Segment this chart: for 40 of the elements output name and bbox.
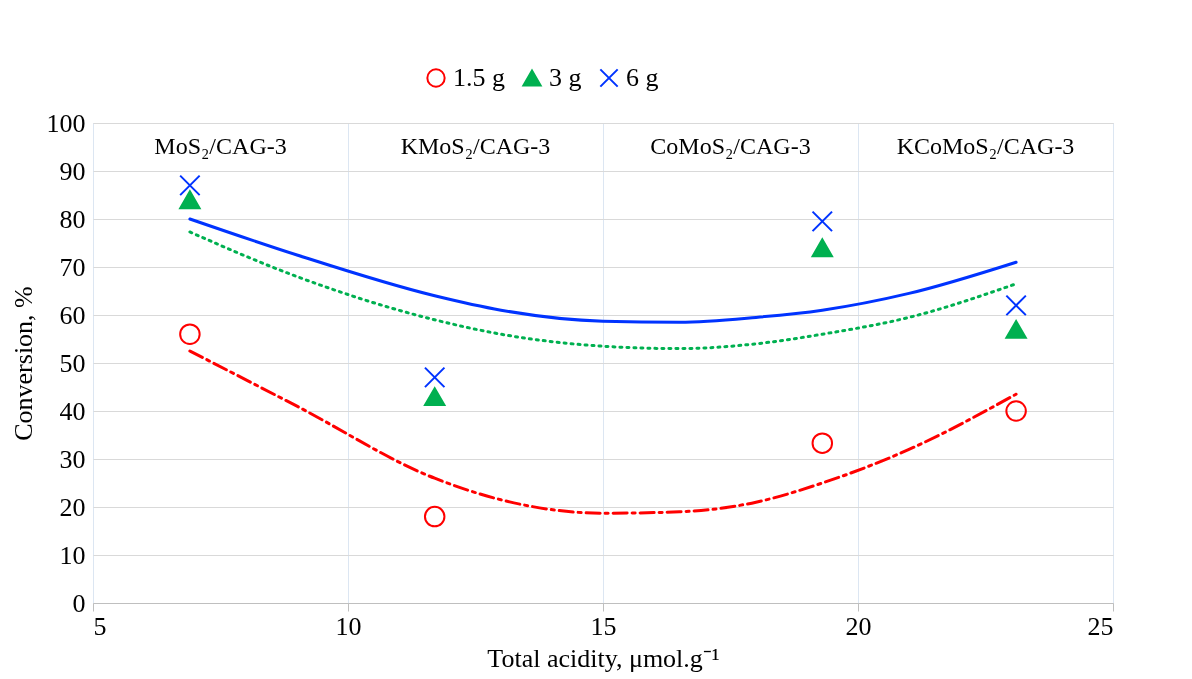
x-tick-label: 10 (335, 611, 362, 641)
point (811, 432, 834, 454)
y-axis-title: Conversion, % (8, 286, 38, 441)
x-tick-label: 15 (590, 611, 617, 641)
y-tick-label: 70 (59, 252, 86, 282)
point (179, 190, 201, 210)
point (1005, 400, 1027, 422)
point (423, 505, 446, 528)
y-tick-label: 0 (72, 588, 86, 618)
y-tick-label: 40 (59, 396, 86, 426)
x-tick-label: 20 (845, 611, 872, 641)
legend-label: 6 g (626, 63, 659, 92)
line-series (188, 349, 1018, 515)
point (1005, 294, 1027, 317)
point (423, 366, 446, 389)
y-tick-label: 50 (59, 348, 86, 378)
annotation: MoS₂/CAG-3 (154, 133, 287, 159)
x-tick-label: 5 (93, 611, 107, 641)
y-tick-label: 90 (59, 156, 86, 186)
y-tick-label: 20 (59, 492, 86, 522)
point (1005, 319, 1027, 339)
line-series (188, 217, 1018, 324)
point (811, 210, 834, 233)
point (423, 387, 446, 407)
annotation: KMoS₂/CAG-3 (400, 133, 551, 159)
point (179, 323, 201, 345)
annotation: KCoMoS₂/CAG-3 (896, 133, 1075, 159)
x-tick-label: 25 (1087, 611, 1114, 641)
y-tick-label: 80 (59, 204, 86, 234)
legend-label: 1.5 g (453, 63, 505, 92)
x-axis-title: Total acidity, μmol.g⁻¹ (487, 643, 720, 673)
y-tick-label: 30 (59, 444, 86, 474)
y-tick-label: 60 (59, 300, 86, 330)
line-series (188, 230, 1018, 351)
legend-label: 3 g (549, 63, 582, 92)
point (179, 174, 201, 197)
point (811, 238, 834, 258)
y-tick-label: 10 (59, 540, 86, 570)
annotation: CoMoS₂/CAG-3 (650, 133, 811, 159)
y-tick-label: 100 (46, 108, 86, 138)
